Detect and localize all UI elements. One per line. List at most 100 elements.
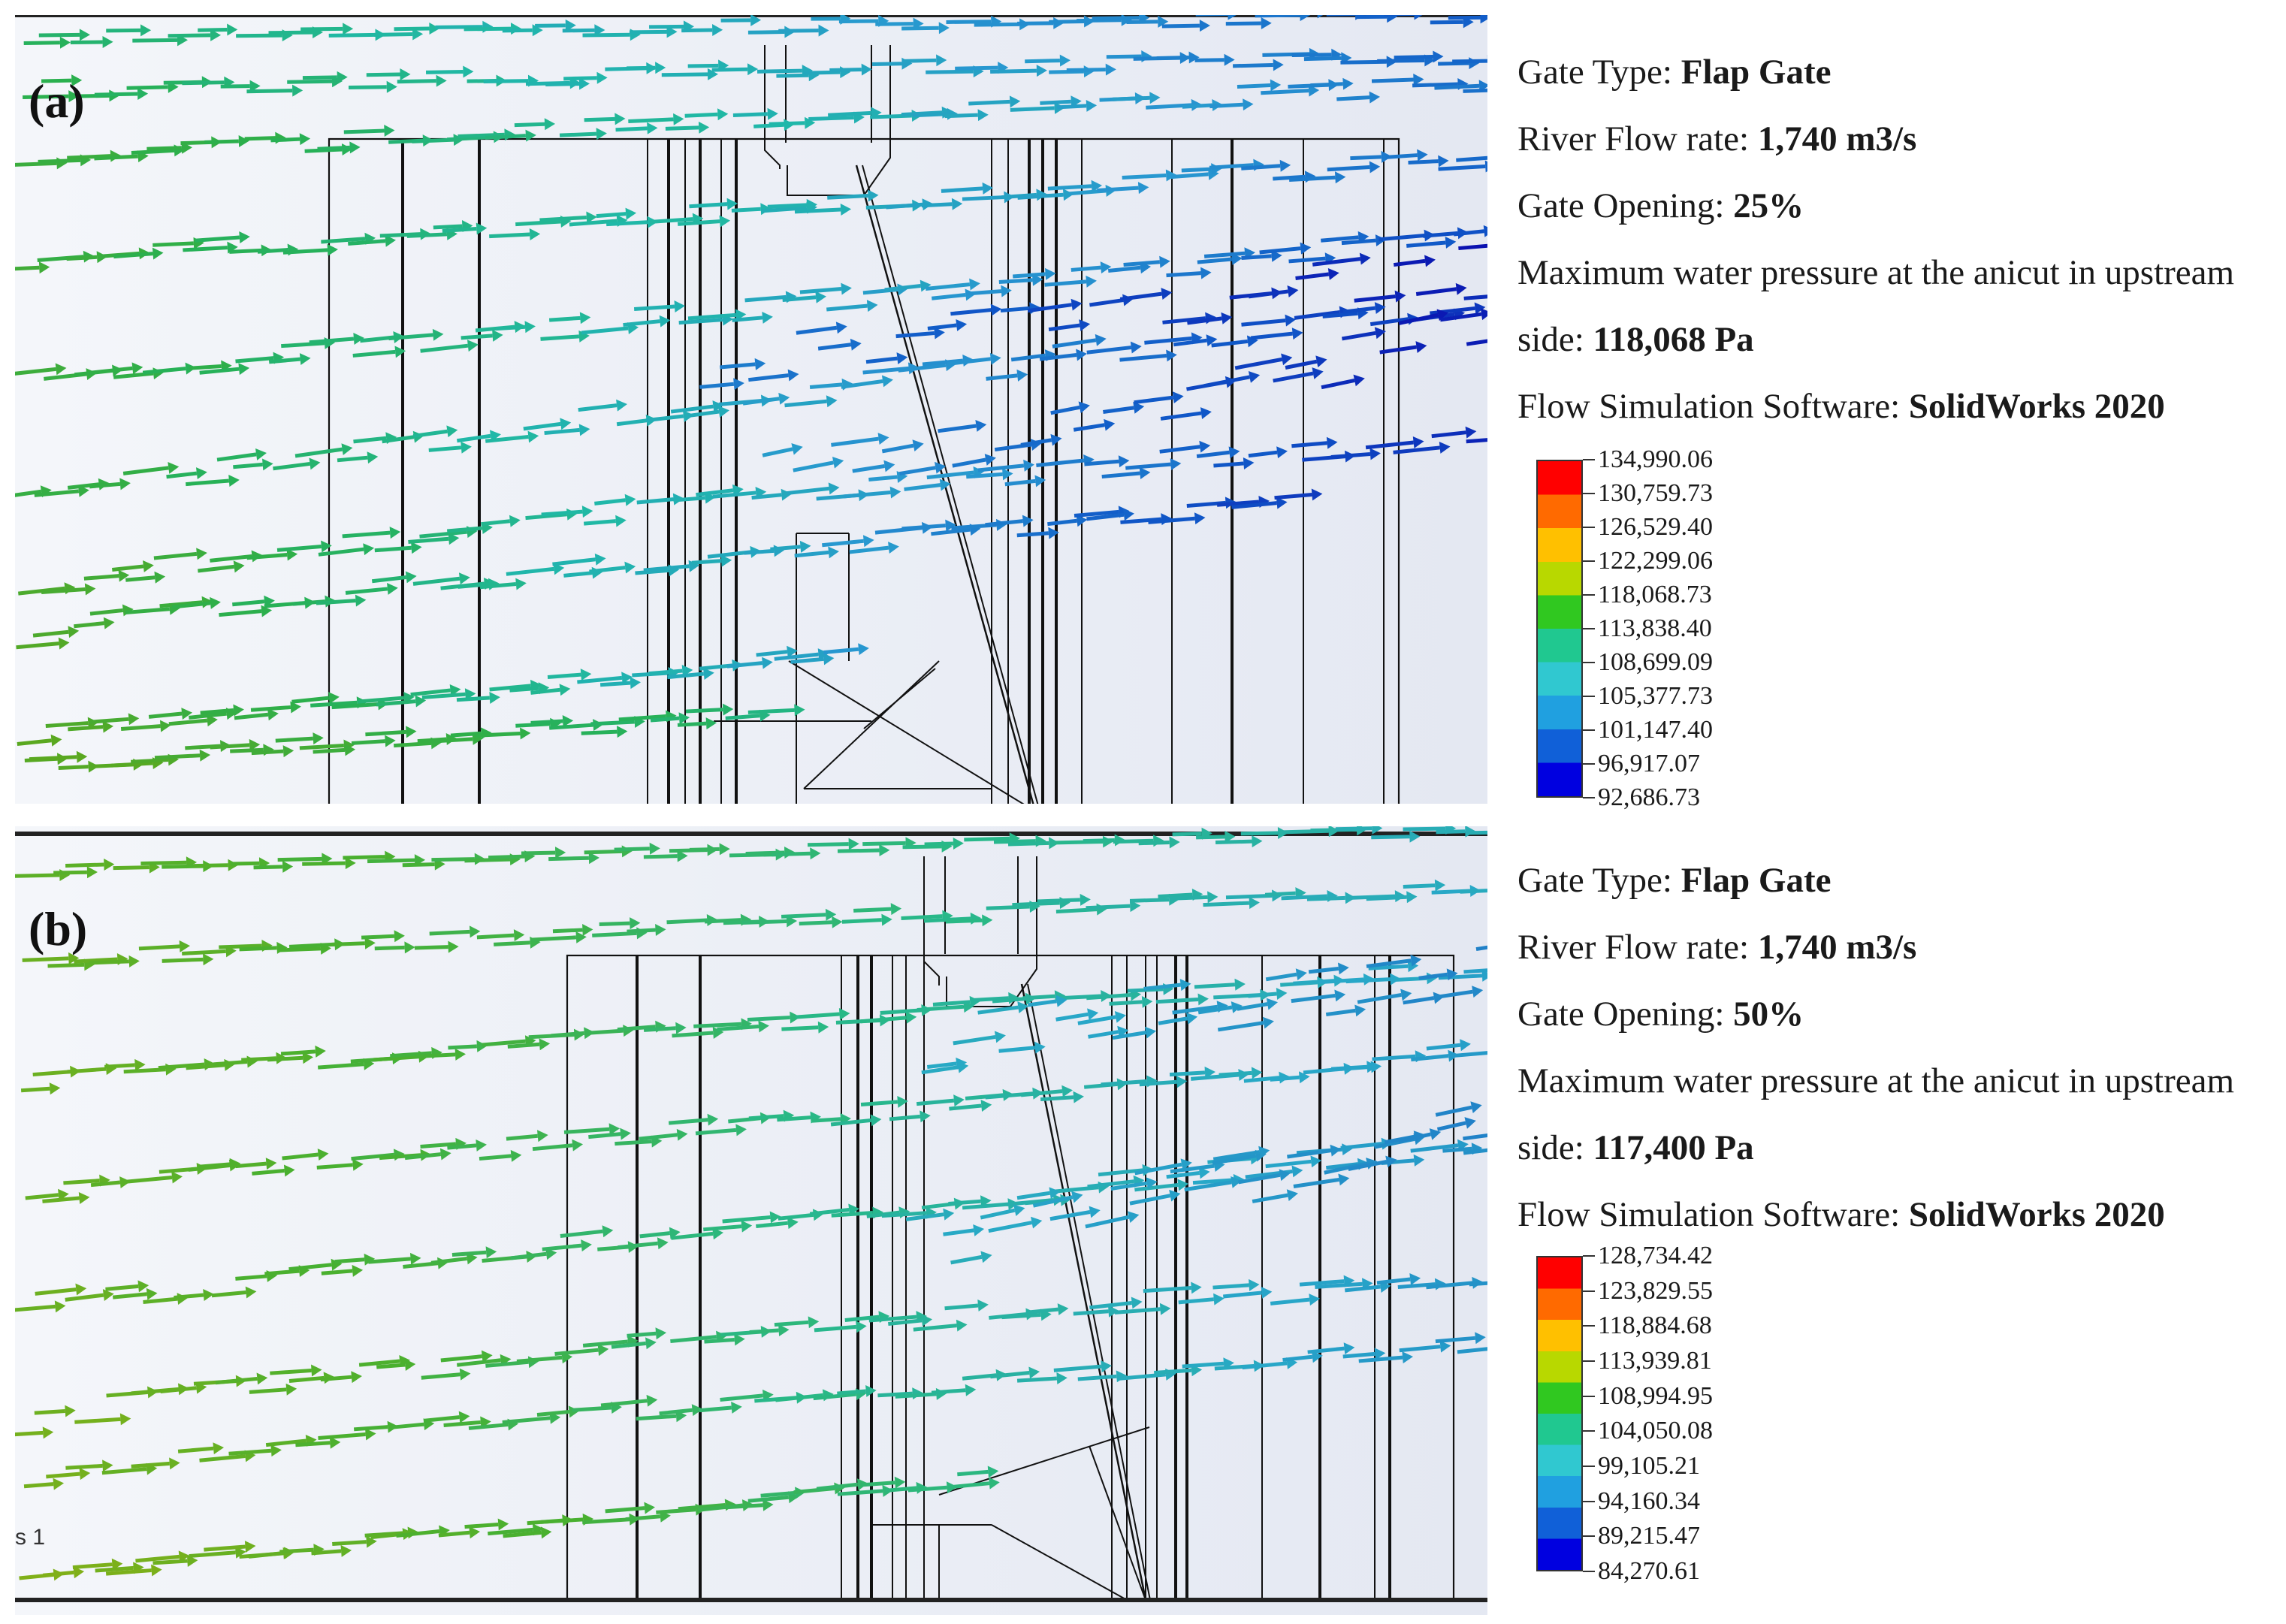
legend-tick	[1583, 493, 1595, 494]
velocity-arrow	[941, 182, 994, 195]
velocity-arrow	[1435, 1332, 1486, 1345]
velocity-arrow	[1040, 95, 1082, 108]
velocity-arrow	[1273, 367, 1324, 383]
velocity-arrow	[1143, 1281, 1202, 1294]
velocity-arrow	[530, 684, 571, 696]
velocity-arrow	[684, 108, 729, 121]
velocity-arrow	[388, 328, 444, 341]
velocity-arrow	[351, 735, 396, 747]
gate-type-line: Gate Type: Flap Gate	[1517, 861, 1832, 900]
velocity-arrow	[1223, 1287, 1273, 1299]
velocity-arrow	[246, 548, 298, 561]
flow-simulation-panel-b: (b) s 1	[15, 826, 1487, 1615]
velocity-arrow	[769, 116, 816, 129]
velocity-arrow	[1357, 989, 1412, 1004]
velocity-arrow	[412, 425, 458, 438]
legend-value: 130,759.73	[1598, 479, 1713, 507]
velocity-arrow	[1456, 155, 1487, 162]
velocity-arrow	[90, 1176, 131, 1189]
velocity-arrow	[794, 204, 852, 216]
legend-value: 113,939.81	[1598, 1347, 1712, 1375]
velocity-arrow	[1169, 1066, 1215, 1079]
velocity-arrow	[352, 346, 406, 358]
velocity-arrow	[1110, 1177, 1158, 1191]
gate-opening-line: Gate Opening: 50%	[1517, 995, 1804, 1034]
pressure-value-line: side: 118,068 Pa	[1517, 320, 1754, 359]
flow-simulation-panel-a: (a)	[15, 15, 1487, 804]
velocity-arrow	[1195, 15, 1237, 20]
velocity-arrow	[1056, 99, 1098, 112]
velocity-arrow	[868, 471, 908, 483]
velocity-arrow	[717, 1020, 769, 1033]
velocity-arrow	[199, 363, 250, 376]
legend-tick	[1583, 696, 1595, 697]
velocity-arrow	[198, 23, 238, 36]
legend-value: 128,734.42	[1598, 1242, 1713, 1269]
velocity-arrow	[397, 74, 447, 87]
velocity-arrow	[1211, 335, 1258, 348]
velocity-arrow	[1086, 900, 1141, 913]
velocity-arrow	[273, 457, 321, 471]
velocity-arrow	[1233, 59, 1284, 71]
velocity-arrow	[476, 929, 525, 942]
velocity-arrow	[1385, 149, 1428, 161]
velocity-arrow	[628, 113, 684, 125]
velocity-arrow	[901, 519, 956, 532]
velocity-arrow	[980, 1204, 1025, 1220]
velocity-arrow	[903, 54, 947, 67]
velocity-arrow	[817, 338, 862, 351]
velocity-arrow	[670, 400, 724, 414]
velocity-arrow	[276, 540, 332, 553]
velocity-arrow	[1049, 1206, 1101, 1221]
info-block-a: Gate Type: Flap Gate River Flow rate: 1,…	[1517, 39, 2276, 440]
velocity-arrow	[250, 701, 301, 714]
velocity-arrow	[1125, 458, 1182, 471]
velocity-arrow	[408, 533, 460, 545]
velocity-arrow	[968, 95, 1021, 108]
legend-value: 118,068.73	[1598, 581, 1712, 608]
velocity-arrow	[1270, 1071, 1310, 1084]
velocity-arrow	[1274, 488, 1323, 501]
velocity-arrow	[506, 563, 565, 576]
velocity-arrow	[1341, 327, 1386, 341]
legend-tick	[1583, 1466, 1595, 1467]
velocity-arrow	[795, 1008, 850, 1021]
velocity-arrow	[1439, 308, 1487, 322]
velocity-arrow	[1213, 457, 1255, 469]
velocity-arrow	[89, 362, 143, 375]
velocity-arrow	[1430, 302, 1486, 315]
velocity-arrow	[348, 80, 397, 93]
velocity-arrow	[1052, 334, 1107, 349]
velocity-arrow	[415, 1048, 467, 1061]
velocity-arrow	[198, 1158, 241, 1170]
velocity-arrow	[138, 940, 191, 952]
velocity-arrow	[554, 1344, 609, 1357]
legend-value: 92,686.73	[1598, 783, 1700, 811]
velocity-arrow	[888, 1314, 933, 1327]
velocity-arrow	[1040, 1091, 1084, 1103]
velocity-arrow	[1073, 1305, 1119, 1318]
velocity-arrow	[1365, 436, 1424, 450]
velocity-arrow	[65, 1289, 114, 1302]
velocity-arrow	[23, 1478, 65, 1490]
velocity-arrow	[1013, 267, 1056, 280]
velocity-arrow	[1312, 252, 1371, 267]
velocity-arrow	[1197, 252, 1243, 265]
velocity-arrow	[368, 1252, 421, 1265]
velocity-arrow	[1139, 1076, 1188, 1088]
panel-label-b: (b)	[29, 902, 88, 955]
velocity-arrow	[153, 1555, 198, 1567]
velocity-arrow	[794, 546, 839, 559]
velocity-arrow	[953, 1477, 1000, 1490]
velocity-arrow	[1342, 302, 1386, 315]
velocity-arrow	[1357, 15, 1398, 23]
velocity-arrow	[589, 561, 636, 574]
velocity-arrow	[781, 1021, 829, 1034]
velocity-arrow	[852, 460, 895, 473]
velocity-arrow	[1393, 255, 1436, 267]
velocity-arrow	[461, 329, 503, 342]
velocity-arrow	[1044, 275, 1097, 288]
velocity-arrow	[704, 1333, 745, 1346]
velocity-arrow	[1134, 1158, 1192, 1176]
velocity-arrow	[195, 231, 250, 244]
